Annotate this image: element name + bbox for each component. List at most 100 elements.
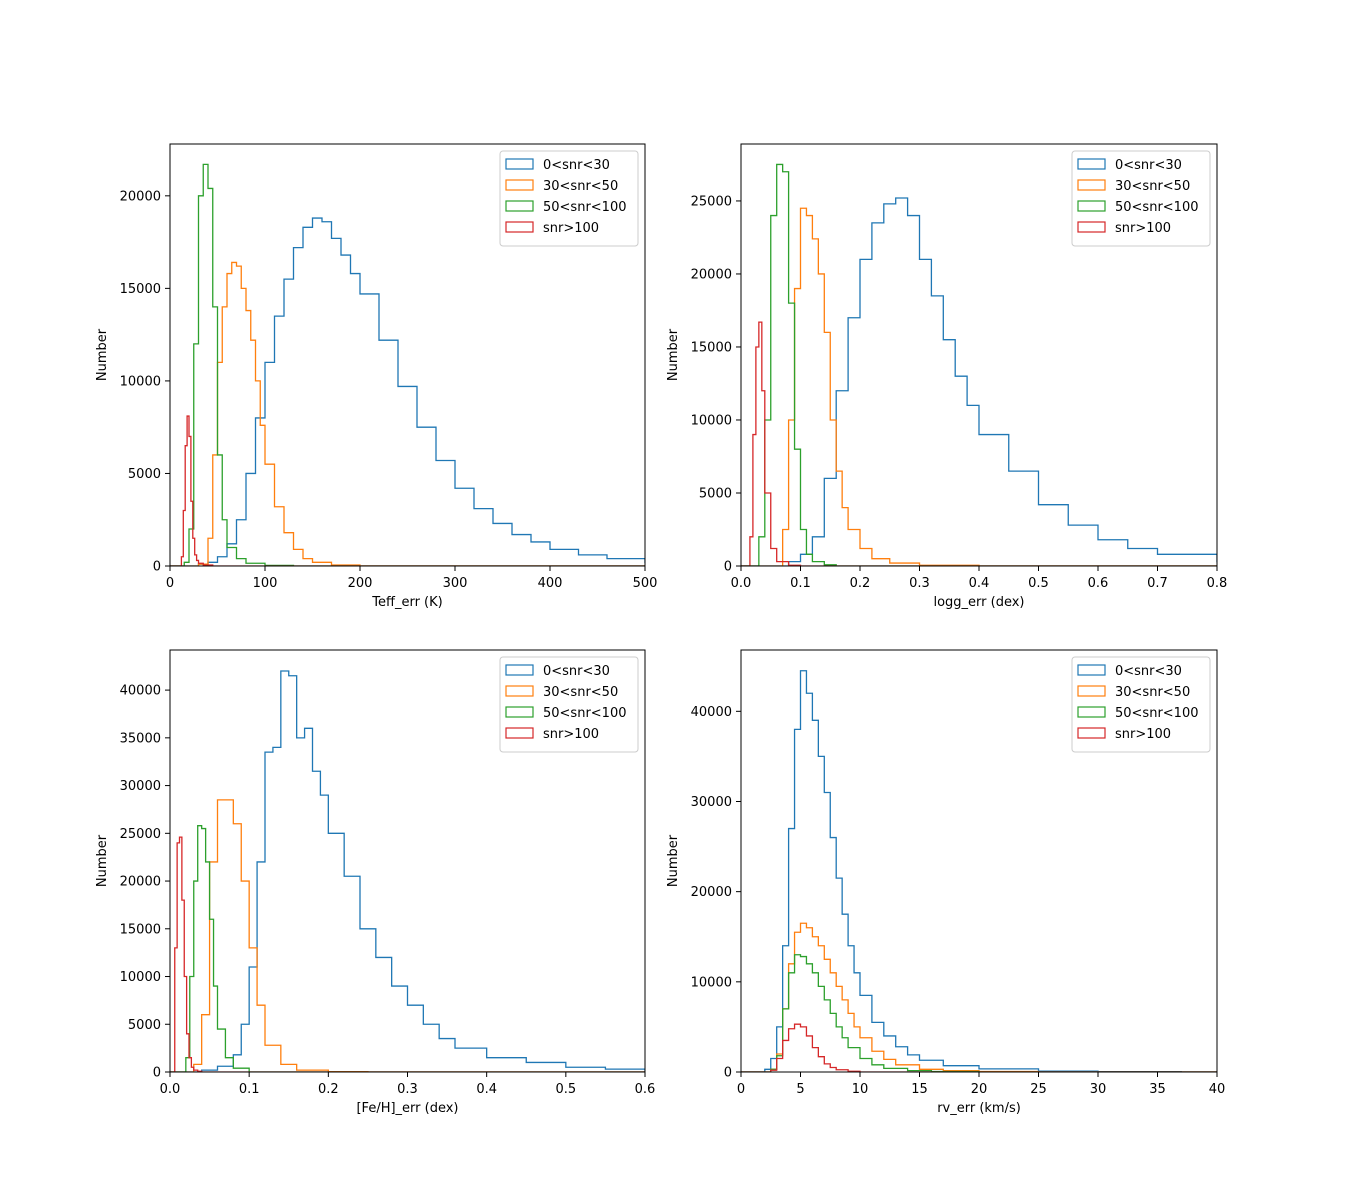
series-line-3 — [170, 825, 645, 1072]
legend-swatch — [1077, 221, 1106, 233]
x-tick-label: 100 — [253, 576, 278, 591]
x-tick-label: 400 — [538, 576, 563, 591]
y-axis-label: Number — [666, 834, 681, 887]
legend-box — [499, 150, 639, 247]
legend-label: 30<snr<50 — [543, 685, 618, 700]
series-line-3 — [741, 163, 1217, 566]
x-tick-label: 0.6 — [635, 1082, 656, 1097]
legend-swatch — [505, 179, 534, 191]
y-tick-label: 5000 — [699, 486, 732, 501]
legend-swatch — [1077, 727, 1106, 739]
histogram-panel-4: 0 5 10 15 20 25 30 35 40 0 10000 20000 30000 40000 rv_… — [666, 649, 1226, 1116]
series-line-1 — [170, 217, 645, 566]
x-tick-label: 0.1 — [239, 1082, 260, 1097]
series-line-4 — [170, 415, 645, 566]
series-line-2 — [741, 922, 1217, 1072]
legend-swatch — [1077, 685, 1106, 697]
histogram-panel-2: 0.0 0.1 0.2 0.3 0.4 0.5 0.6 0.7 0.8 0 5000 10000 150… — [666, 143, 1227, 610]
series-line-3 — [170, 163, 645, 566]
y-tick-label: 20000 — [120, 875, 161, 890]
legend: 0<snr<30 30<snr<50 50<snr<100 snr>100 — [1071, 656, 1211, 753]
y-axis-label: Number — [95, 834, 110, 887]
y-tick-label: 10000 — [120, 374, 161, 389]
x-tick-label: 0.4 — [476, 1082, 497, 1097]
legend-label: snr>100 — [543, 727, 599, 742]
y-tick-label: 10000 — [691, 975, 732, 990]
y-tick-label: 5000 — [128, 467, 161, 482]
x-tick-label: 0.6 — [1088, 576, 1109, 591]
x-tick-label: 0.5 — [555, 1082, 576, 1097]
legend-swatch — [505, 685, 534, 697]
legend-label: 50<snr<100 — [543, 200, 627, 215]
y-tick-label: 40000 — [120, 684, 161, 699]
x-tick-label: 0.1 — [790, 576, 811, 591]
y-tick-label: 5000 — [128, 1018, 161, 1033]
y-tick-label: 10000 — [120, 970, 161, 985]
x-tick-label: 15 — [911, 1082, 928, 1097]
y-tick-label: 15000 — [691, 340, 732, 355]
legend-label: snr>100 — [1115, 727, 1171, 742]
x-tick-label: 35 — [1149, 1082, 1166, 1097]
x-tick-label: 0.7 — [1147, 576, 1168, 591]
x-tick-label: 20 — [971, 1082, 988, 1097]
x-axis-label: logg_err (dex) — [933, 595, 1024, 610]
y-tick-label: 0 — [724, 560, 732, 575]
series-line-4 — [741, 1023, 1217, 1072]
y-tick-label: 30000 — [120, 779, 161, 794]
series-line-1 — [170, 670, 645, 1072]
series-group — [741, 670, 1217, 1072]
x-tick-label: 0.4 — [969, 576, 990, 591]
x-tick-label: 25 — [1030, 1082, 1047, 1097]
series-line-3 — [741, 954, 1217, 1072]
legend-box — [499, 656, 639, 753]
x-tick-label: 0 — [166, 576, 174, 591]
legend-label: snr>100 — [1115, 221, 1171, 236]
legend-swatch — [505, 727, 534, 739]
legend-swatch — [1077, 158, 1106, 170]
legend-label: 0<snr<30 — [543, 664, 610, 679]
y-axis-label: Number — [666, 328, 681, 381]
y-tick-label: 15000 — [120, 922, 161, 937]
x-tick-label: 0.0 — [160, 1082, 181, 1097]
series-line-4 — [170, 836, 645, 1072]
x-tick-label: 0.3 — [397, 1082, 418, 1097]
x-tick-label: 200 — [348, 576, 373, 591]
series-line-2 — [741, 207, 1217, 566]
x-axis-label: rv_err (km/s) — [937, 1101, 1021, 1116]
series-line-2 — [170, 799, 645, 1072]
x-tick-label: 0.5 — [1028, 576, 1049, 591]
series-group — [170, 670, 645, 1072]
x-tick-label: 10 — [852, 1082, 869, 1097]
legend-label: 50<snr<100 — [1115, 706, 1199, 721]
series-group — [741, 163, 1217, 566]
y-tick-label: 20000 — [691, 885, 732, 900]
y-axis-label: Number — [95, 328, 110, 381]
x-tick-label: 0.2 — [318, 1082, 339, 1097]
legend-label: 0<snr<30 — [1115, 158, 1182, 173]
legend-swatch — [505, 706, 534, 718]
legend: 0<snr<30 30<snr<50 50<snr<100 snr>100 — [499, 656, 639, 753]
y-tick-label: 25000 — [691, 194, 732, 209]
legend-label: 50<snr<100 — [543, 706, 627, 721]
legend-swatch — [1077, 706, 1106, 718]
x-tick-label: 40 — [1209, 1082, 1226, 1097]
legend-swatch — [505, 221, 534, 233]
y-tick-label: 30000 — [691, 795, 732, 810]
x-axis-label: Teff_err (K) — [371, 595, 442, 610]
legend-label: 30<snr<50 — [1115, 179, 1190, 194]
y-tick-label: 40000 — [691, 705, 732, 720]
legend-label: 50<snr<100 — [1115, 200, 1199, 215]
x-tick-label: 0.2 — [850, 576, 871, 591]
legend-swatch — [505, 664, 534, 676]
series-line-2 — [170, 261, 645, 566]
legend: 0<snr<30 30<snr<50 50<snr<100 snr>100 — [499, 150, 639, 247]
x-tick-label: 500 — [633, 576, 658, 591]
legend-swatch — [1077, 664, 1106, 676]
legend-label: 30<snr<50 — [543, 179, 618, 194]
axes-frame — [169, 143, 646, 567]
x-tick-label: 0.3 — [909, 576, 930, 591]
series-line-1 — [741, 197, 1217, 566]
legend-label: 0<snr<30 — [1115, 664, 1182, 679]
histogram-panel-3: 0.0 0.1 0.2 0.3 0.4 0.5 0.6 0 5000 10000 15000 2000… — [95, 649, 656, 1116]
